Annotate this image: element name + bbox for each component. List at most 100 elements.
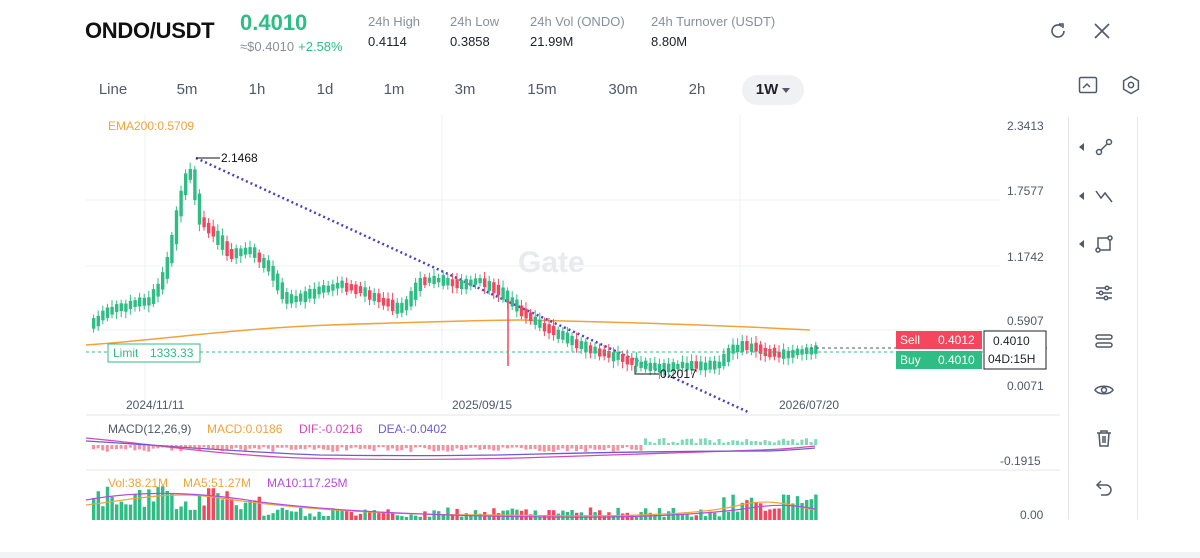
candle (699, 355, 703, 375)
macd-bar (386, 445, 390, 451)
limit-badge[interactable] (107, 343, 201, 363)
candle (667, 358, 671, 376)
candle (147, 290, 151, 313)
candle (188, 162, 192, 184)
tab-line[interactable]: Line (98, 81, 128, 98)
macd-bar (598, 445, 601, 450)
macd-bar (363, 445, 367, 449)
tab-2h[interactable]: 2h (688, 81, 706, 98)
candle (386, 292, 390, 312)
volume-bar (142, 506, 146, 520)
date-tick: 2025/09/15 (452, 398, 512, 412)
volume-bar (423, 511, 427, 520)
tab-1h[interactable]: 1h (248, 81, 266, 98)
candle (593, 342, 597, 360)
candle (138, 292, 142, 312)
macd-bar (294, 445, 298, 450)
candle (671, 358, 675, 378)
tab-3m[interactable]: 3m (454, 81, 476, 98)
macd-bar (285, 445, 289, 448)
volume-bar (570, 509, 574, 520)
candle (561, 327, 565, 344)
macd-bar (404, 445, 408, 449)
candle (101, 305, 105, 325)
macd-bar (253, 445, 256, 449)
macd-bar (552, 445, 555, 452)
volume-bar (119, 501, 123, 520)
macd-value: MACD:0.0186 (207, 422, 283, 436)
tool-line[interactable] (1079, 132, 1119, 162)
candle (538, 312, 542, 332)
candle (335, 276, 340, 296)
macd-bar (418, 445, 422, 448)
macd-bar (542, 445, 546, 452)
candle (450, 272, 455, 294)
candle (690, 354, 694, 375)
volume-bar (179, 506, 183, 520)
tool-shape[interactable] (1079, 229, 1119, 259)
macd-bar (234, 445, 238, 448)
sell-badge[interactable] (896, 331, 982, 349)
candle (276, 270, 280, 295)
tab-15m[interactable]: 15m (527, 81, 557, 98)
macd-bar (800, 439, 804, 445)
macd-bar (805, 438, 808, 445)
settings-icon[interactable] (1120, 74, 1142, 96)
macd-bar (478, 445, 482, 450)
trash-icon[interactable] (1089, 423, 1119, 453)
candle (446, 274, 450, 290)
volume-bar (165, 490, 169, 520)
macd-bar (680, 439, 684, 445)
tab-1w[interactable]: 1W (742, 75, 804, 105)
tool-trend[interactable] (1079, 181, 1119, 211)
macd-bar (276, 445, 279, 448)
vol-value: Vol:38.21M (108, 476, 168, 490)
candle (115, 300, 119, 320)
volume-bar (441, 514, 445, 520)
candle (759, 340, 763, 361)
buy-badge[interactable] (896, 351, 982, 369)
expand-arrow-icon (1079, 192, 1084, 200)
macd-bar (225, 445, 229, 451)
candle (575, 332, 579, 353)
macd-bar (777, 440, 781, 445)
volume-bar (768, 509, 772, 520)
macd-bar (496, 445, 500, 451)
candle (680, 355, 685, 372)
macd-bar (220, 445, 224, 452)
refresh-icon[interactable] (1047, 20, 1069, 42)
tab-1d[interactable]: 1d (316, 81, 334, 98)
candle (340, 276, 344, 294)
eye-icon[interactable] (1089, 375, 1119, 405)
candle (262, 253, 266, 273)
tab-5m[interactable]: 5m (176, 81, 198, 98)
stat-label: 24h Turnover (USDT) (651, 14, 776, 29)
tool-indicators[interactable] (1089, 326, 1119, 356)
candle (519, 299, 524, 320)
volume-bar (174, 509, 179, 520)
volume-bar (312, 516, 317, 520)
undo-icon[interactable] (1089, 472, 1119, 502)
volume-bar (680, 514, 685, 520)
tab-1m[interactable]: 1m (383, 81, 405, 98)
macd-bar (662, 438, 666, 445)
macd-bar (529, 445, 532, 449)
macd-bar (165, 445, 169, 448)
macd-bar (423, 445, 427, 449)
volume-bar (432, 510, 436, 520)
chart-type-icon[interactable] (1077, 74, 1099, 96)
chart-area[interactable]: Gate Limit 1333.33 2.1468 0.2017 EMA200:… (0, 0, 1060, 525)
macd-bar (745, 439, 749, 445)
candle (345, 277, 349, 296)
volume-bar (101, 506, 105, 520)
candle (239, 245, 243, 263)
candle (621, 350, 625, 369)
macd-bar (174, 445, 178, 448)
volume-bar (234, 505, 238, 520)
volume-bar (386, 509, 390, 520)
tool-adjust[interactable] (1089, 278, 1119, 308)
volume-bar (400, 516, 404, 520)
close-icon[interactable] (1091, 20, 1113, 42)
tab-30m[interactable]: 30m (608, 81, 638, 98)
volume-bar (372, 510, 376, 520)
